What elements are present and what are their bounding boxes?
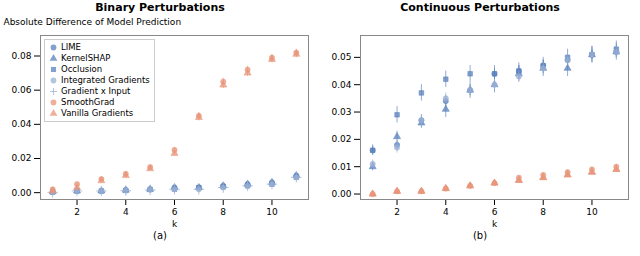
svg-text:0.02: 0.02	[11, 153, 31, 163]
html-text:Integrated Gradients: Integrated Gradients	[61, 75, 150, 85]
html-text:Occlusion: Occlusion	[61, 64, 103, 74]
html-text:Vanilla Gradients: Vanilla Gradients	[61, 108, 134, 118]
svg-text:4: 4	[123, 207, 129, 217]
html-text:(a): (a)	[153, 230, 167, 241]
html-text:Binary Perturbations: Binary Perturbations	[95, 1, 225, 14]
svg-text:4: 4	[443, 207, 449, 217]
svg-text:0.04: 0.04	[11, 119, 31, 129]
svg-text:k: k	[172, 219, 178, 229]
svg-text:8: 8	[540, 207, 546, 217]
svg-text:0.06: 0.06	[11, 85, 31, 95]
svg-text:k: k	[492, 219, 498, 229]
html-text:(b): (b)	[472, 230, 488, 241]
html-text:Gradient x Input: Gradient x Input	[61, 86, 131, 96]
svg-text:0.00: 0.00	[331, 189, 351, 199]
svg-text:8: 8	[220, 207, 226, 217]
svg-text:0.00: 0.00	[11, 188, 31, 198]
svg-text:2: 2	[394, 207, 400, 217]
html-text:Continuous Perturbations: Continuous Perturbations	[400, 1, 560, 14]
html-text:LIME: LIME	[61, 42, 81, 52]
svg-text:6: 6	[172, 207, 178, 217]
svg-text:6: 6	[492, 207, 498, 217]
svg-text:10: 10	[586, 207, 598, 217]
svg-text:0.03: 0.03	[331, 107, 351, 117]
svg-text:0.08: 0.08	[11, 51, 31, 61]
svg-text:10: 10	[266, 207, 278, 217]
html-text:KernelSHAP: KernelSHAP	[61, 53, 111, 63]
svg-text:2: 2	[74, 207, 80, 217]
svg-text:0.04: 0.04	[331, 80, 351, 90]
svg-text:0.01: 0.01	[331, 162, 351, 172]
html-text:SmoothGrad: SmoothGrad	[61, 97, 115, 107]
svg-text:Absolute Difference of Model P: Absolute Difference of Model Prediction	[4, 17, 182, 27]
svg-text:0.02: 0.02	[331, 134, 351, 144]
svg-text:0.05: 0.05	[331, 52, 351, 62]
